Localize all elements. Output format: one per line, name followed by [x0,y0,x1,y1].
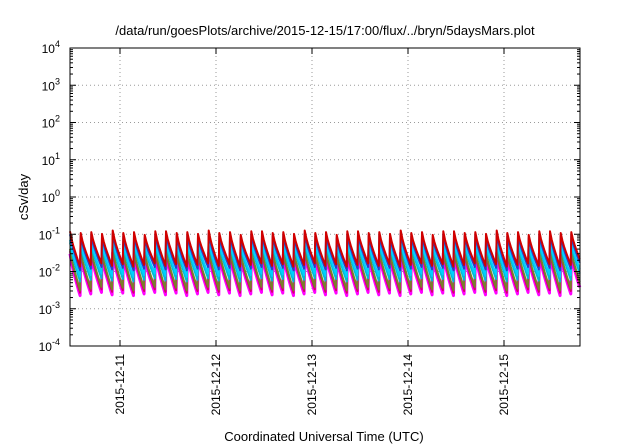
x-tick-label: 2015-12-15 [497,354,511,416]
y-tick-label: 104 [42,39,60,56]
y-tick-label: 101 [42,151,60,168]
series-group [68,229,582,298]
grid [70,47,580,347]
x-tick-label: 2015-12-14 [401,354,415,416]
y-ticks: 104 103 102 101 100 10-1 10-2 10-3 10-4 [39,39,580,354]
chart-title: /data/run/goesPlots/archive/2015-12-15/1… [115,23,535,38]
x-axis-label: Coordinated Universal Time (UTC) [224,429,423,444]
series-line-7 [69,229,581,268]
x-tick-label: 2015-12-12 [209,354,223,416]
y-tick-label: 100 [42,188,60,205]
y-axis-label: cSv/day [16,173,31,220]
y-tick-label: 102 [42,114,60,131]
x-ticks: 2015-12-11 2015-12-12 2015-12-13 2015-12-14… [113,48,511,415]
y-tick-label: 10-4 [39,337,60,354]
y-tick-label: 10-2 [39,263,60,280]
y-tick-label: 103 [42,76,60,93]
x-tick-label: 2015-12-13 [305,354,319,416]
y-tick-label: 10-1 [39,225,60,242]
y-tick-label: 10-3 [39,300,60,317]
x-tick-label: 2015-12-11 [113,354,127,415]
